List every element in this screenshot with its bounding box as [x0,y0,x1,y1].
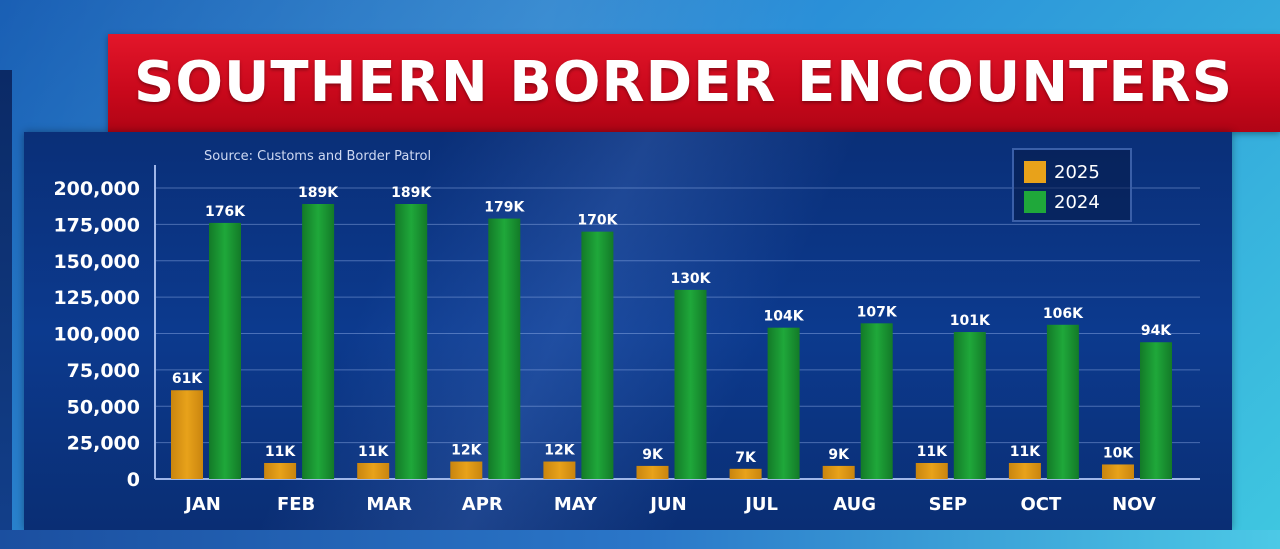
y-tick-label: 125,000 [53,287,140,309]
x-tick-label: NOV [1112,494,1156,515]
data-label: 189K [298,185,339,201]
legend-swatch-2025 [1024,161,1046,183]
data-label: 12K [544,443,575,459]
x-tick-label: FEB [277,494,315,515]
data-label: 94K [1141,323,1172,339]
bar-2024 [860,323,893,479]
data-label: 11K [265,444,296,460]
y-tick-label: 50,000 [67,396,140,418]
data-label: 61K [172,371,203,387]
bottom-strip [0,530,1280,549]
x-tick-label: JAN [183,494,221,515]
x-tick-label: OCT [1021,494,1063,515]
data-label: 7K [735,450,757,466]
legend-item-2024: 2024 [1024,189,1100,215]
data-label: 9K [828,447,850,463]
bar-2025 [450,461,483,479]
bar-2025 [1102,464,1134,479]
legend-item-2025: 2025 [1024,159,1100,185]
bar-2024 [1140,342,1172,479]
bar-2024 [395,204,428,479]
y-tick-label: 200,000 [53,178,140,200]
bar-2025 [636,465,669,479]
title-banner [108,34,1280,132]
data-label: 107K [857,304,898,320]
x-tick-label: JUL [743,494,778,515]
chart-title: SOUTHERN BORDER ENCOUNTERS [134,50,1234,115]
y-tick-label: 0 [127,469,140,491]
data-label: 104K [764,309,805,325]
x-tick-label: APR [462,494,503,515]
x-tick-label: JUN [648,494,686,515]
data-label: 189K [391,185,432,201]
data-label: 130K [670,271,711,287]
x-tick-label: MAR [366,494,412,515]
legend-swatch-2024 [1024,191,1046,213]
data-label: 10K [1103,445,1134,461]
data-label: 179K [484,200,525,216]
bar-2025 [1008,462,1041,479]
x-tick-label: SEP [929,494,967,515]
bar-2024 [581,231,614,479]
bar-2024 [767,327,800,479]
data-label: 176K [205,204,246,220]
left-accent-bar [0,70,12,540]
legend-label-2025: 2025 [1054,161,1100,183]
data-label: 106K [1043,306,1084,322]
source-note: Source: Customs and Border Patrol [204,149,432,164]
data-label: 11K [358,444,389,460]
bar-2025 [543,461,576,479]
legend: 2025 2024 [1012,148,1132,222]
bar-2025 [729,468,762,479]
y-tick-label: 150,000 [53,251,140,273]
bar-2024 [1046,324,1079,479]
data-label: 12K [451,443,482,459]
y-tick-label: 100,000 [53,324,140,346]
legend-label-2024: 2024 [1054,191,1100,213]
bar-2024 [674,289,707,479]
bar-2025 [822,465,855,479]
bar-2025 [171,390,203,479]
bar-2024 [209,222,241,480]
data-label: 101K [950,313,991,329]
bar-2024 [488,218,521,479]
data-label: 9K [642,447,664,463]
y-tick-label: 25,000 [67,433,140,455]
data-label: 11K [1010,444,1041,460]
bar-2025 [915,462,948,479]
bar-2024 [302,204,335,479]
x-tick-label: MAY [554,494,598,515]
bar-2024 [953,332,986,479]
y-tick-label: 175,000 [53,214,140,236]
x-tick-label: AUG [833,494,876,515]
bar-2025 [264,462,297,479]
data-label: 11K [917,444,948,460]
y-tick-label: 75,000 [67,360,140,382]
bar-2025 [357,462,390,479]
data-label: 170K [577,213,618,229]
